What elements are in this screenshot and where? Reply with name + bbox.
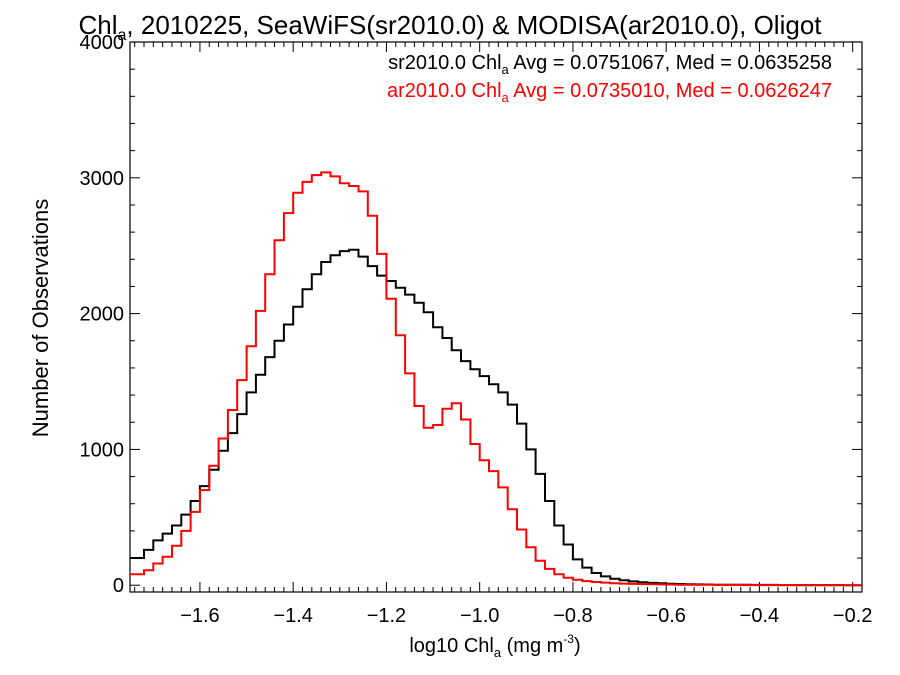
x-tick-label: −1.2 <box>367 605 406 627</box>
chart-title: Chla, 2010225, SeaWiFS(sr2010.0) & MODIS… <box>78 10 822 44</box>
y-tick-label: 4000 <box>80 32 125 54</box>
x-tick-label: −1.6 <box>180 605 219 627</box>
y-tick-label: 3000 <box>80 168 125 190</box>
x-tick-label: −1.0 <box>460 605 499 627</box>
x-tick-label: −1.4 <box>273 605 312 627</box>
legend-entry-ar2010: ar2010.0 Chla Avg = 0.0735010, Med = 0.0… <box>387 80 832 105</box>
y-tick-label: 0 <box>113 575 124 597</box>
series-line-sr2010.0 <box>130 248 862 587</box>
x-axis-label: log10 Chla (mg m-3) <box>409 632 580 660</box>
plot-area: −1.6 −1.4 −1.2 −1.0 −0.8 −0.6 −0.4 −0.2 0 1000 200… <box>80 32 873 627</box>
y-axis-label: Number of Observations <box>28 199 53 437</box>
x-tick-label: −0.2 <box>833 605 872 627</box>
series-line-ar2010.0 <box>130 171 862 587</box>
x-tick-label: −0.4 <box>740 605 779 627</box>
legend-entry-sr2010: sr2010.0 Chla Avg = 0.0751067, Med = 0.0… <box>388 52 832 77</box>
x-tick-label: −0.8 <box>553 605 592 627</box>
x-tick-label: −0.6 <box>646 605 685 627</box>
y-tick-label: 1000 <box>80 439 125 461</box>
plot-frame <box>129 41 863 593</box>
y-tick-label: 2000 <box>80 304 125 326</box>
